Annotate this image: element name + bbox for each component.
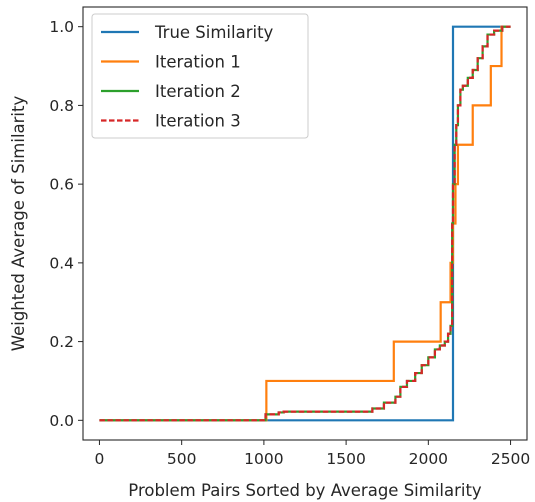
- ticks-layer: 0 500 1000 1500 2000 2500 0.0 0.2 0.4 0.6 0.8 1.0: [49, 18, 530, 468]
- legend-label-2: Iteration 1: [155, 53, 241, 72]
- y-tick-label: 1.0: [49, 18, 74, 36]
- y-tick-label: 0.2: [49, 333, 74, 351]
- legend-label-1: True Similarity: [154, 23, 274, 42]
- x-tick-label: 0: [95, 450, 105, 468]
- legend-box: [91, 13, 309, 139]
- x-tick-label: 2500: [491, 450, 530, 468]
- series-line-2: [99, 25, 511, 422]
- x-tick-label: 1000: [244, 450, 283, 468]
- x-axis-label: Problem Pairs Sorted by Average Similari…: [128, 481, 482, 500]
- x-tick-label: 2000: [409, 450, 448, 468]
- legend-label-3: Iteration 2: [155, 82, 241, 101]
- plot-frame: [82, 6, 528, 441]
- legend: True Similarity Iteration 1 Iteration 2 Ite…: [91, 13, 309, 139]
- series-layer: [99, 25, 511, 422]
- y-tick-label: 0.0: [49, 412, 74, 430]
- series-line-4: [99, 25, 511, 422]
- y-tick-label: 0.8: [49, 97, 74, 115]
- x-tick-label: 1500: [326, 450, 365, 468]
- y-tick-label: 0.6: [49, 176, 74, 194]
- y-tick-label: 0.4: [49, 254, 74, 272]
- x-tick-label: 500: [167, 450, 197, 468]
- y-axis-label: Weighted Average of Similarity: [9, 96, 28, 352]
- legend-label-4: Iteration 3: [155, 112, 241, 131]
